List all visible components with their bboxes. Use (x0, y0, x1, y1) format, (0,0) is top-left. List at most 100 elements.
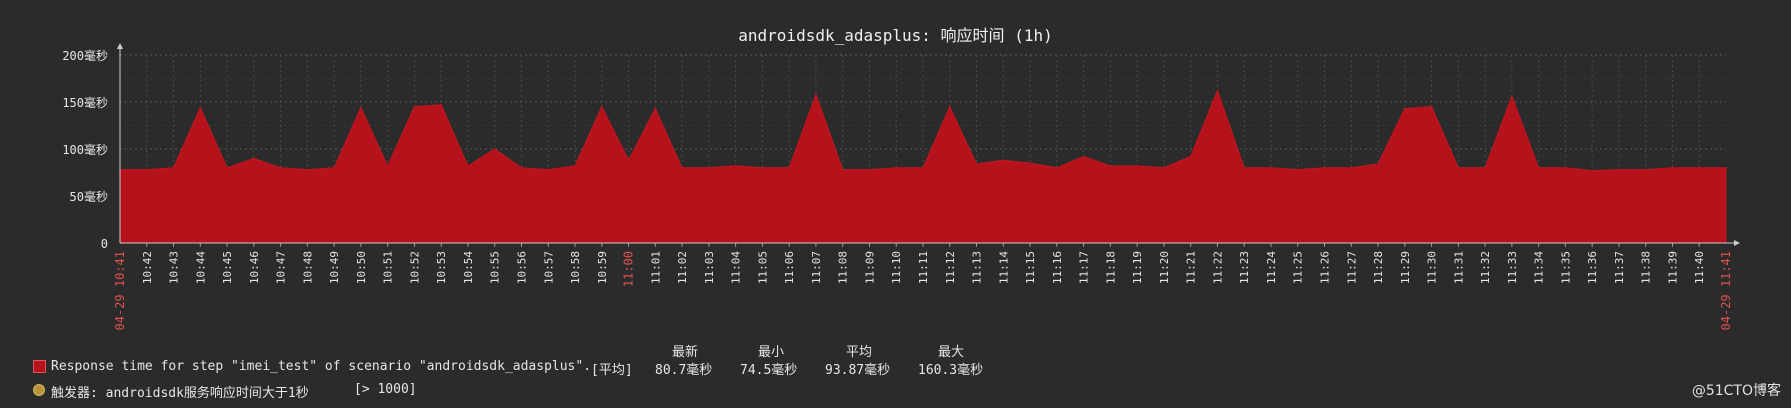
data-point (1671, 167, 1674, 169)
x-tick-label: 10:59 (596, 251, 609, 284)
x-tick-label: 10:54 (462, 251, 475, 284)
data-point (788, 167, 790, 169)
x-tick-label: 11:40 (1693, 251, 1706, 284)
data-point (1323, 167, 1326, 169)
data-point (1270, 167, 1272, 169)
x-tick-label: 11:11 (917, 251, 930, 284)
x-tick-label: 10:53 (435, 251, 448, 284)
x-tick-label: 11:02 (676, 251, 689, 284)
data-point (815, 93, 817, 96)
x-tick-label: 10:49 (328, 251, 341, 284)
data-point (547, 168, 550, 171)
data-point (1216, 89, 1219, 92)
x-tick-label: 11:09 (863, 251, 876, 284)
x-tick-label: 11:37 (1613, 251, 1626, 284)
data-point (1377, 163, 1379, 165)
x-tick-label: 11:33 (1506, 251, 1519, 284)
x-tick-label: 11:25 (1292, 251, 1305, 284)
data-point (1404, 107, 1406, 110)
data-point (761, 167, 764, 169)
data-point (172, 167, 175, 169)
x-tick-label: 11:12 (944, 251, 957, 284)
data-point (841, 168, 844, 171)
x-tick-label: 11:21 (1185, 251, 1198, 284)
x-tick-label: 11:00 (622, 251, 636, 287)
data-point (1109, 165, 1112, 167)
x-tick-label: 11:20 (1158, 251, 1171, 284)
legend-header-min: 最小 (758, 345, 785, 360)
x-tick-label: 11:38 (1640, 251, 1653, 284)
x-tick-label: 10:57 (542, 251, 555, 284)
x-axis-arrow-icon (1734, 240, 1740, 246)
data-point (199, 106, 202, 109)
x-tick-label: 11:36 (1586, 251, 1599, 284)
x-tick-label: 11:15 (1024, 251, 1037, 284)
data-point (734, 165, 737, 167)
y-axis-arrow-icon (117, 43, 123, 49)
data-point (975, 163, 978, 165)
data-point (1296, 168, 1299, 171)
x-tick-label: 11:26 (1319, 251, 1332, 284)
x-tick-label: 11:07 (810, 251, 823, 284)
x-tick-label: 10:46 (248, 251, 261, 284)
data-point (948, 105, 951, 108)
x-tick-label: 11:14 (997, 251, 1010, 284)
x-tick-label: 11:31 (1452, 251, 1465, 284)
data-point (868, 168, 871, 171)
x-tick-label: 11:18 (1104, 251, 1117, 284)
data-point (1698, 167, 1701, 169)
watermark: @51CTO博客 (1691, 383, 1781, 399)
data-point (1189, 155, 1192, 158)
x-tick-label: 11:19 (1131, 251, 1144, 284)
data-point (1243, 167, 1245, 169)
x-tick-label: 11:01 (649, 251, 662, 284)
x-tick-label: 10:52 (408, 251, 421, 284)
chart-title: androidsdk_adasplus: 响应时间 (1h) (738, 26, 1053, 45)
data-point (386, 165, 389, 167)
data-point (574, 165, 576, 167)
x-tick-label: 11:34 (1533, 251, 1546, 284)
data-point (226, 167, 228, 169)
data-point (922, 167, 924, 169)
y-tick-label: 200毫秒 (62, 48, 108, 63)
x-tick-label: 11:05 (756, 251, 769, 284)
data-point (493, 148, 496, 150)
legend-value-avg: 93.87毫秒 (825, 363, 891, 378)
x-tick-label: 11:35 (1559, 251, 1572, 284)
legend-value-last: 80.7毫秒 (655, 363, 713, 378)
x-tick-label: 11:32 (1479, 251, 1492, 284)
x-tick-label: 11:22 (1211, 251, 1224, 284)
x-tick-label: 11:30 (1426, 251, 1439, 284)
x-end-label: 04-29 11:41 (1719, 251, 1733, 330)
x-tick-label: 11:23 (1238, 251, 1251, 284)
data-point (1644, 168, 1647, 171)
x-tick-label: 10:47 (275, 251, 288, 284)
data-point (440, 104, 443, 106)
data-point (708, 167, 710, 169)
data-point (895, 167, 898, 169)
y-tick-label: 150毫秒 (62, 95, 108, 110)
data-point (1511, 95, 1513, 98)
data-point (1430, 105, 1433, 108)
x-tick-label: 11:29 (1399, 251, 1412, 284)
x-start-label: 04-29 10:41 (113, 251, 127, 330)
legend-series-label: Response time for step "imei_test" of sc… (51, 359, 592, 374)
x-tick-label: 10:43 (168, 251, 181, 284)
legend-series-swatch (33, 360, 46, 373)
x-tick-label: 11:13 (971, 251, 984, 284)
data-point (1591, 169, 1593, 172)
data-point (1537, 167, 1540, 169)
data-point (279, 167, 282, 169)
data-point (1564, 167, 1567, 169)
data-point (1618, 168, 1620, 171)
data-point (333, 167, 335, 169)
x-tick-label: 11:39 (1666, 251, 1679, 284)
x-tick-label: 11:16 (1051, 251, 1064, 284)
data-point (1350, 167, 1353, 169)
x-tick-label: 10:51 (382, 251, 395, 284)
x-tick-label: 11:06 (783, 251, 796, 284)
data-point (413, 105, 416, 108)
data-point (1484, 167, 1486, 169)
data-point (145, 168, 148, 171)
